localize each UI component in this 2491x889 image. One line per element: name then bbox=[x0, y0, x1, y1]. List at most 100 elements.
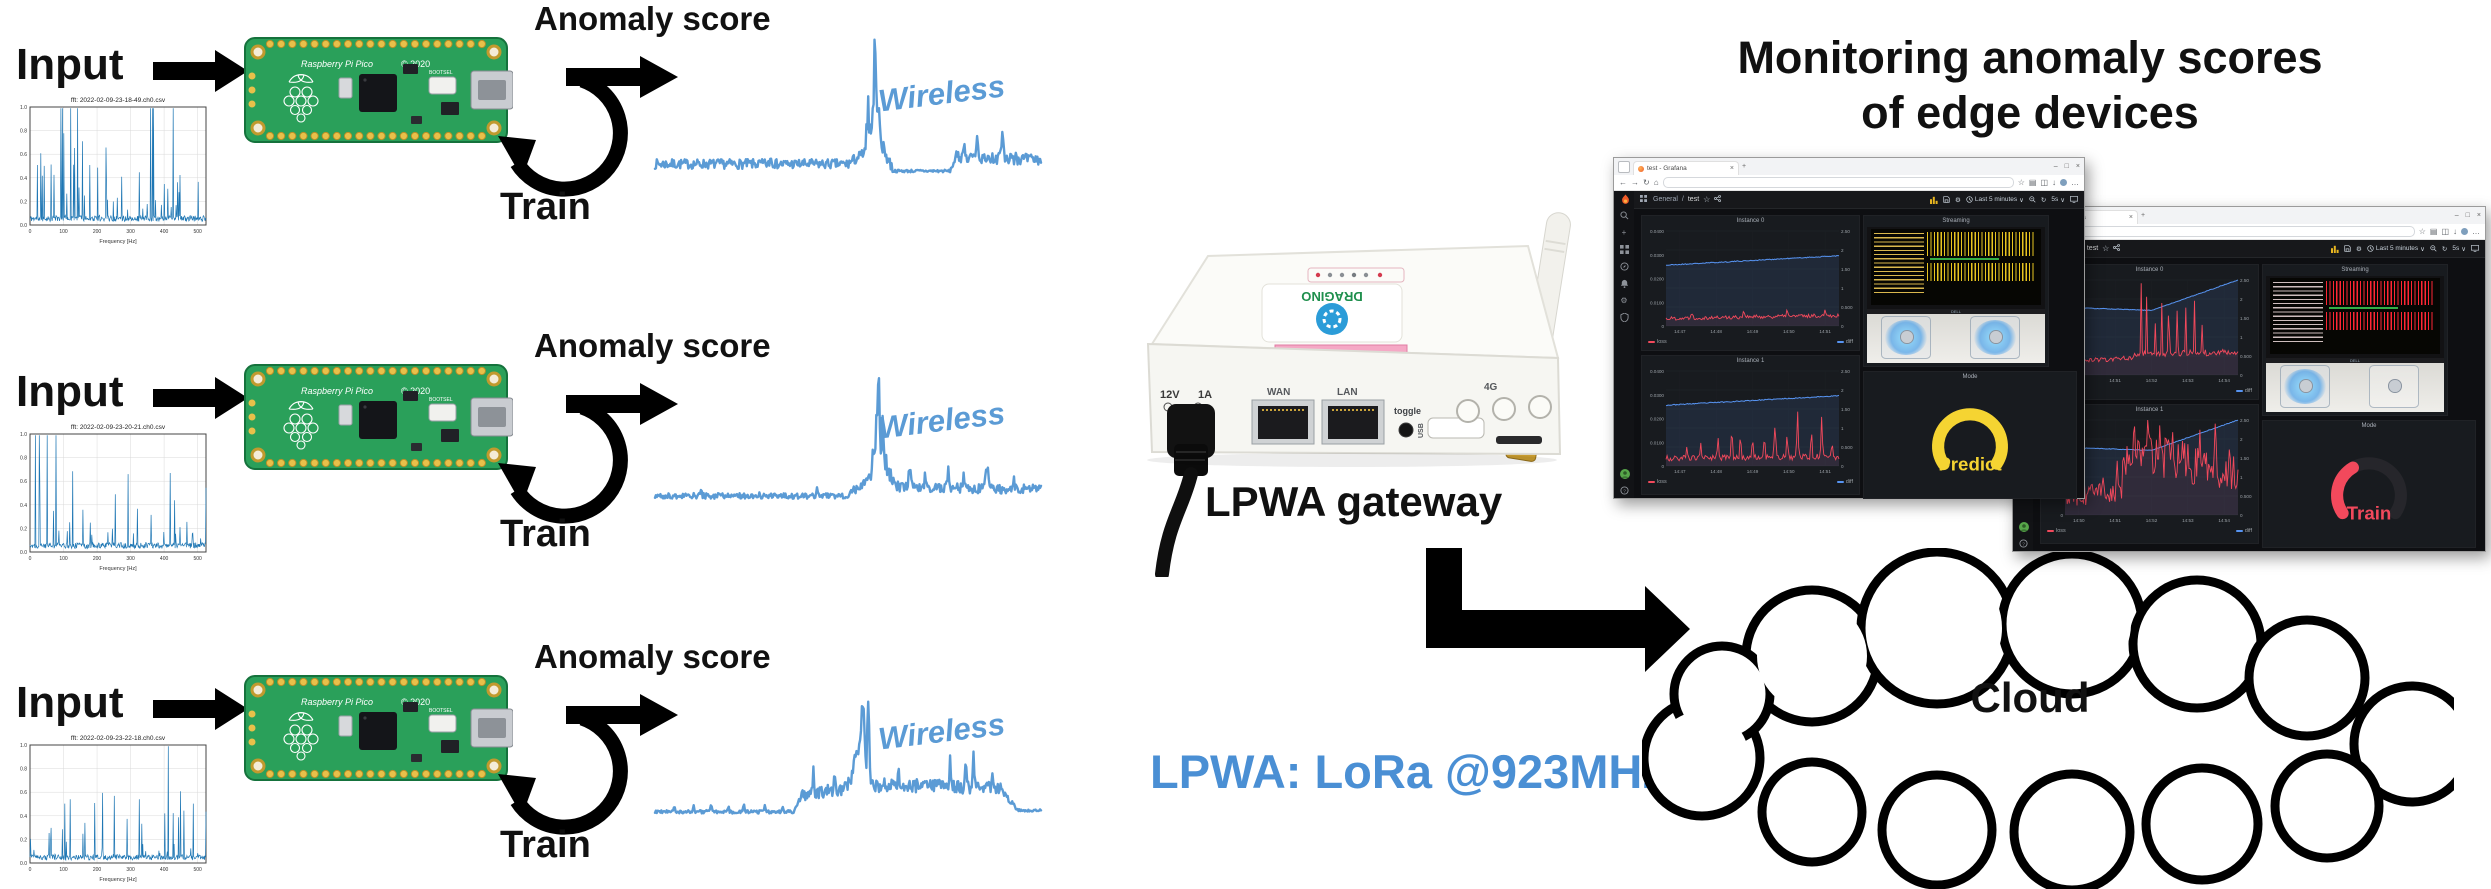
window-close-button[interactable]: × bbox=[2075, 163, 2080, 170]
address-bar[interactable] bbox=[2061, 226, 2415, 237]
browser-tab[interactable]: test - Grafana × bbox=[1633, 161, 1739, 175]
save-dashboard-icon[interactable] bbox=[1943, 196, 1950, 203]
add-panel-icon[interactable] bbox=[1930, 196, 1938, 204]
legend-diff[interactable]: diff bbox=[1836, 339, 1853, 345]
antenna-holes bbox=[1456, 395, 1552, 423]
legend-loss[interactable]: loss bbox=[1648, 339, 1667, 345]
console-text-lines bbox=[1873, 233, 1924, 294]
svg-text:0.8: 0.8 bbox=[20, 456, 27, 462]
fft-input-chart: fft: 2022-02-09-23-20-21.ch0.csv 1.0 0.8 0.… bbox=[8, 420, 214, 586]
svg-text:500: 500 bbox=[193, 229, 202, 235]
add-panel-icon[interactable] bbox=[2331, 245, 2339, 253]
svg-text:1.0: 1.0 bbox=[20, 432, 27, 438]
pin-pads bbox=[265, 677, 486, 779]
edge-device-row-3: Input fft: 2022-02-09-23-22-18.ch0.csv 1.… bbox=[0, 638, 1120, 889]
breadcrumb-dashboard[interactable]: test bbox=[2086, 245, 2099, 252]
zoom-out-icon[interactable] bbox=[2029, 196, 2036, 203]
split-screen-icon[interactable]: ◫ bbox=[2040, 177, 2048, 187]
refresh-interval-picker[interactable]: 5s ∨ bbox=[2452, 245, 2466, 253]
bootsel-button bbox=[428, 714, 457, 733]
legend-diff[interactable]: diff bbox=[2235, 528, 2252, 534]
tab-close-icon[interactable]: × bbox=[1729, 165, 1734, 172]
extensions-icon[interactable]: ▤ bbox=[2429, 226, 2438, 236]
svg-text:1: 1 bbox=[1841, 426, 1844, 431]
window-maximize-button[interactable]: □ bbox=[2064, 163, 2069, 170]
star-dashboard-icon[interactable]: ☆ bbox=[2102, 243, 2110, 253]
forward-icon[interactable]: → bbox=[1631, 177, 1639, 187]
split-screen-icon[interactable]: ◫ bbox=[2441, 226, 2449, 236]
user-avatar[interactable] bbox=[2018, 522, 2029, 532]
share-icon[interactable] bbox=[2113, 244, 2122, 253]
legend-diff[interactable]: diff bbox=[1836, 479, 1853, 485]
profile-avatar[interactable] bbox=[2461, 228, 2468, 235]
breadcrumb-dashboard[interactable]: test bbox=[1687, 196, 1700, 203]
dashboards-icon[interactable] bbox=[1619, 245, 1629, 254]
svg-text:1: 1 bbox=[2240, 475, 2243, 480]
svg-text:2.50: 2.50 bbox=[1841, 369, 1850, 374]
refresh-icon[interactable]: ↻ bbox=[2441, 245, 2448, 253]
panel-mode: Mode Predict bbox=[1863, 371, 2077, 499]
zoom-out-icon[interactable] bbox=[2430, 245, 2437, 252]
back-icon[interactable]: ← bbox=[1619, 177, 1627, 187]
refresh-icon[interactable]: ↻ bbox=[2040, 196, 2047, 204]
svg-text:1: 1 bbox=[1841, 286, 1844, 291]
time-range-picker[interactable]: Last 5 minutes ∨ bbox=[2367, 245, 2425, 253]
dashboard-settings-gear-icon[interactable]: ⚙ bbox=[1955, 196, 1961, 204]
favorites-star-icon[interactable]: ☆ bbox=[2017, 177, 2025, 187]
anomaly-score-sparkline bbox=[653, 700, 1043, 815]
svg-text:1.50: 1.50 bbox=[2240, 316, 2249, 321]
svg-text:200: 200 bbox=[93, 556, 102, 562]
configuration-gear-icon[interactable]: ⚙ bbox=[1620, 296, 1628, 305]
home-icon[interactable]: ⌂ bbox=[1653, 177, 1659, 187]
svg-text:500: 500 bbox=[193, 867, 202, 873]
tab-close-icon[interactable]: × bbox=[2128, 214, 2133, 221]
save-dashboard-icon[interactable] bbox=[2344, 245, 2351, 252]
server-admin-shield-icon[interactable] bbox=[1619, 313, 1629, 322]
legend-diff[interactable]: diff bbox=[2235, 388, 2252, 394]
tv-mode-icon[interactable] bbox=[2070, 196, 2078, 203]
profile-avatar[interactable] bbox=[2060, 179, 2067, 186]
extensions-icon[interactable]: ▤ bbox=[2028, 177, 2037, 187]
help-icon[interactable]: ? bbox=[1619, 486, 1629, 495]
dashboard-settings-gear-icon[interactable]: ⚙ bbox=[2356, 245, 2362, 253]
legend-loss[interactable]: loss bbox=[2047, 528, 2066, 534]
raspberry-pi-pico-board: Raspberry Pi Pico © 2020 BOOTSEL bbox=[244, 37, 513, 143]
grafana-logo-icon[interactable] bbox=[1620, 194, 1629, 204]
alerting-bell-icon[interactable] bbox=[1620, 279, 1629, 288]
user-avatar[interactable] bbox=[1619, 469, 1630, 479]
pin-pads bbox=[265, 366, 486, 468]
new-tab-button[interactable]: + bbox=[2141, 212, 2146, 219]
refresh-interval-picker[interactable]: 5s ∨ bbox=[2051, 196, 2065, 204]
help-icon[interactable]: ? bbox=[2018, 539, 2028, 548]
window-close-button[interactable]: × bbox=[2476, 212, 2481, 219]
window-minimize-button[interactable]: – bbox=[2454, 212, 2459, 219]
reload-icon[interactable]: ↻ bbox=[1643, 177, 1650, 187]
favorites-star-icon[interactable]: ☆ bbox=[2418, 226, 2426, 236]
star-dashboard-icon[interactable]: ☆ bbox=[1703, 194, 1711, 204]
mode-gauge: Train bbox=[2263, 432, 2475, 547]
svg-text:1.0: 1.0 bbox=[20, 743, 27, 749]
more-menu-icon[interactable]: … bbox=[2071, 177, 2079, 187]
explore-compass-icon[interactable] bbox=[1619, 262, 1629, 271]
svg-text:14:47: 14:47 bbox=[1674, 469, 1686, 474]
search-icon[interactable] bbox=[1619, 211, 1629, 220]
time-range-picker[interactable]: Last 5 minutes ∨ bbox=[1966, 196, 2024, 204]
window-maximize-button[interactable]: □ bbox=[2465, 212, 2470, 219]
share-icon[interactable] bbox=[1714, 195, 1723, 204]
address-bar[interactable] bbox=[1662, 177, 2014, 188]
downloads-icon[interactable]: ↓ bbox=[2453, 226, 2457, 236]
vertical-tabs-icon[interactable] bbox=[1618, 160, 1630, 173]
svg-text:0.500: 0.500 bbox=[2240, 494, 2252, 499]
create-icon[interactable]: + bbox=[1621, 228, 1627, 237]
breadcrumb-folder[interactable]: General bbox=[1653, 196, 1678, 203]
tv-mode-icon[interactable] bbox=[2471, 245, 2479, 252]
anomaly-score-sparkline bbox=[653, 377, 1043, 500]
legend-loss[interactable]: loss bbox=[1648, 479, 1667, 485]
window-minimize-button[interactable]: – bbox=[2053, 163, 2058, 170]
more-menu-icon[interactable]: … bbox=[2472, 226, 2480, 236]
new-tab-button[interactable]: + bbox=[1742, 163, 1747, 170]
svg-text:0.500: 0.500 bbox=[1841, 445, 1853, 450]
train-label: Train bbox=[500, 824, 591, 866]
mode-gauge: Predict bbox=[1864, 383, 2076, 498]
downloads-icon[interactable]: ↓ bbox=[2052, 177, 2056, 187]
